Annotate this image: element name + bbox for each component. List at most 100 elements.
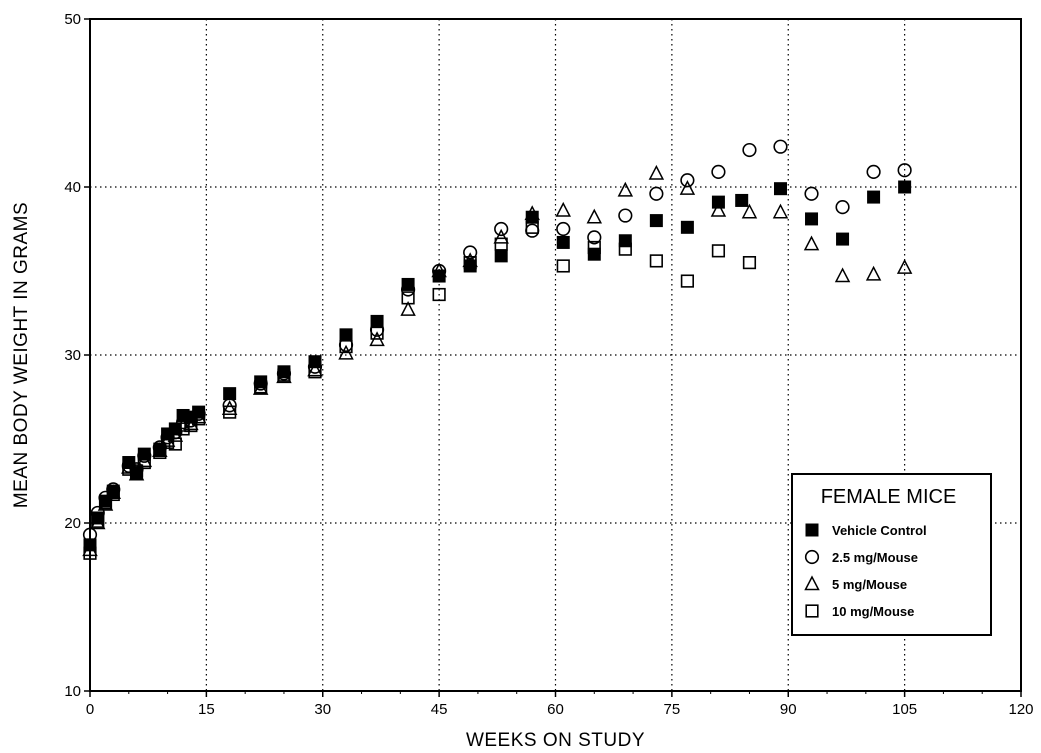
legend-item: Vehicle Control xyxy=(805,523,927,538)
data-point xyxy=(735,193,749,207)
data-point xyxy=(773,182,787,196)
x-tick-label: 15 xyxy=(198,701,215,718)
data-point xyxy=(400,282,416,297)
legend-label: 2.5 mg/Mouse xyxy=(832,550,918,565)
data-point xyxy=(122,462,136,476)
data-point xyxy=(432,287,446,302)
legend-box xyxy=(791,473,992,636)
data-point xyxy=(524,205,540,221)
data-point xyxy=(152,442,168,458)
data-point xyxy=(494,249,508,263)
data-point xyxy=(556,259,570,273)
data-point xyxy=(82,527,98,542)
data-point xyxy=(83,546,97,560)
data-point xyxy=(835,200,850,215)
legend-item: 5 mg/Mouse xyxy=(804,575,907,592)
data-point xyxy=(773,139,788,154)
data-point xyxy=(836,232,850,246)
data-point xyxy=(190,408,207,424)
data-point xyxy=(105,484,122,500)
data-point xyxy=(617,181,634,197)
data-point xyxy=(137,448,152,463)
data-point xyxy=(494,237,508,251)
x-tick-label: 75 xyxy=(664,701,681,718)
legend-title: FEMALE MICE xyxy=(821,486,957,508)
data-point xyxy=(129,464,144,478)
x-axis-title: WEEKS ON STUDY xyxy=(466,730,645,751)
y-tick-label: 20 xyxy=(64,515,81,532)
x-tick-label: 120 xyxy=(1008,701,1033,718)
legend-marker xyxy=(805,604,819,618)
data-point xyxy=(192,412,206,426)
data-point xyxy=(587,240,601,255)
data-point xyxy=(618,234,632,248)
legend-marker xyxy=(805,523,819,537)
legend-item: 10 mg/Mouse xyxy=(805,604,914,619)
data-point xyxy=(680,220,694,234)
data-point xyxy=(431,262,447,278)
x-tick-label: 105 xyxy=(892,701,917,718)
x-tick-label: 45 xyxy=(431,701,448,718)
data-point xyxy=(463,255,477,270)
series-2 xyxy=(82,139,912,542)
data-point xyxy=(106,487,120,502)
data-point xyxy=(618,208,633,223)
data-point xyxy=(680,274,694,288)
legend: FEMALE MICE Vehicle Control 2.5 mg/Mouse 5… xyxy=(791,473,992,636)
data-point xyxy=(222,398,237,413)
y-tick-label: 30 xyxy=(64,347,81,364)
x-tick-label: 0 xyxy=(86,701,94,718)
data-point xyxy=(898,180,912,194)
legend-marker xyxy=(804,575,820,591)
data-point xyxy=(556,235,570,249)
y-tick-label: 10 xyxy=(64,683,81,700)
data-point xyxy=(711,164,726,179)
data-point xyxy=(493,228,509,244)
legend-label: 10 mg/Mouse xyxy=(832,604,914,619)
data-point xyxy=(897,163,912,178)
data-point xyxy=(98,496,113,510)
data-point xyxy=(587,247,601,261)
data-point xyxy=(525,220,539,234)
data-point xyxy=(307,361,323,377)
data-point xyxy=(339,339,353,354)
data-point xyxy=(556,221,571,237)
data-point xyxy=(679,180,696,195)
data-point xyxy=(555,201,571,217)
data-point xyxy=(184,418,198,433)
legend-marker xyxy=(804,549,820,565)
y-axis-title: MEAN BODY WEIGHT IN GRAMS xyxy=(11,202,32,508)
data-point xyxy=(586,208,603,224)
data-point xyxy=(128,465,145,481)
data-point xyxy=(866,164,881,179)
data-point xyxy=(401,277,415,291)
data-point xyxy=(618,242,632,256)
data-point xyxy=(339,328,353,342)
x-tick-label: 90 xyxy=(780,701,797,718)
x-tick-label: 30 xyxy=(314,701,331,718)
data-point xyxy=(587,230,602,245)
data-point xyxy=(400,301,416,316)
data-point xyxy=(803,235,820,251)
data-point xyxy=(742,142,757,158)
series-4 xyxy=(83,220,757,560)
legend-label: Vehicle Control xyxy=(832,523,927,538)
data-point xyxy=(494,221,509,237)
data-point xyxy=(742,255,757,270)
data-point xyxy=(223,387,237,401)
data-point xyxy=(168,437,182,451)
data-point xyxy=(711,244,726,258)
data-point xyxy=(223,405,237,419)
data-point xyxy=(276,368,292,384)
x-tick-label: 60 xyxy=(547,701,564,718)
data-point xyxy=(90,505,105,521)
data-point xyxy=(680,173,695,188)
data-point xyxy=(176,415,191,430)
data-point xyxy=(252,379,269,395)
data-point xyxy=(308,365,322,379)
data-point xyxy=(896,259,913,274)
data-point xyxy=(137,455,151,470)
series-3 xyxy=(82,164,913,557)
data-point xyxy=(648,164,665,180)
